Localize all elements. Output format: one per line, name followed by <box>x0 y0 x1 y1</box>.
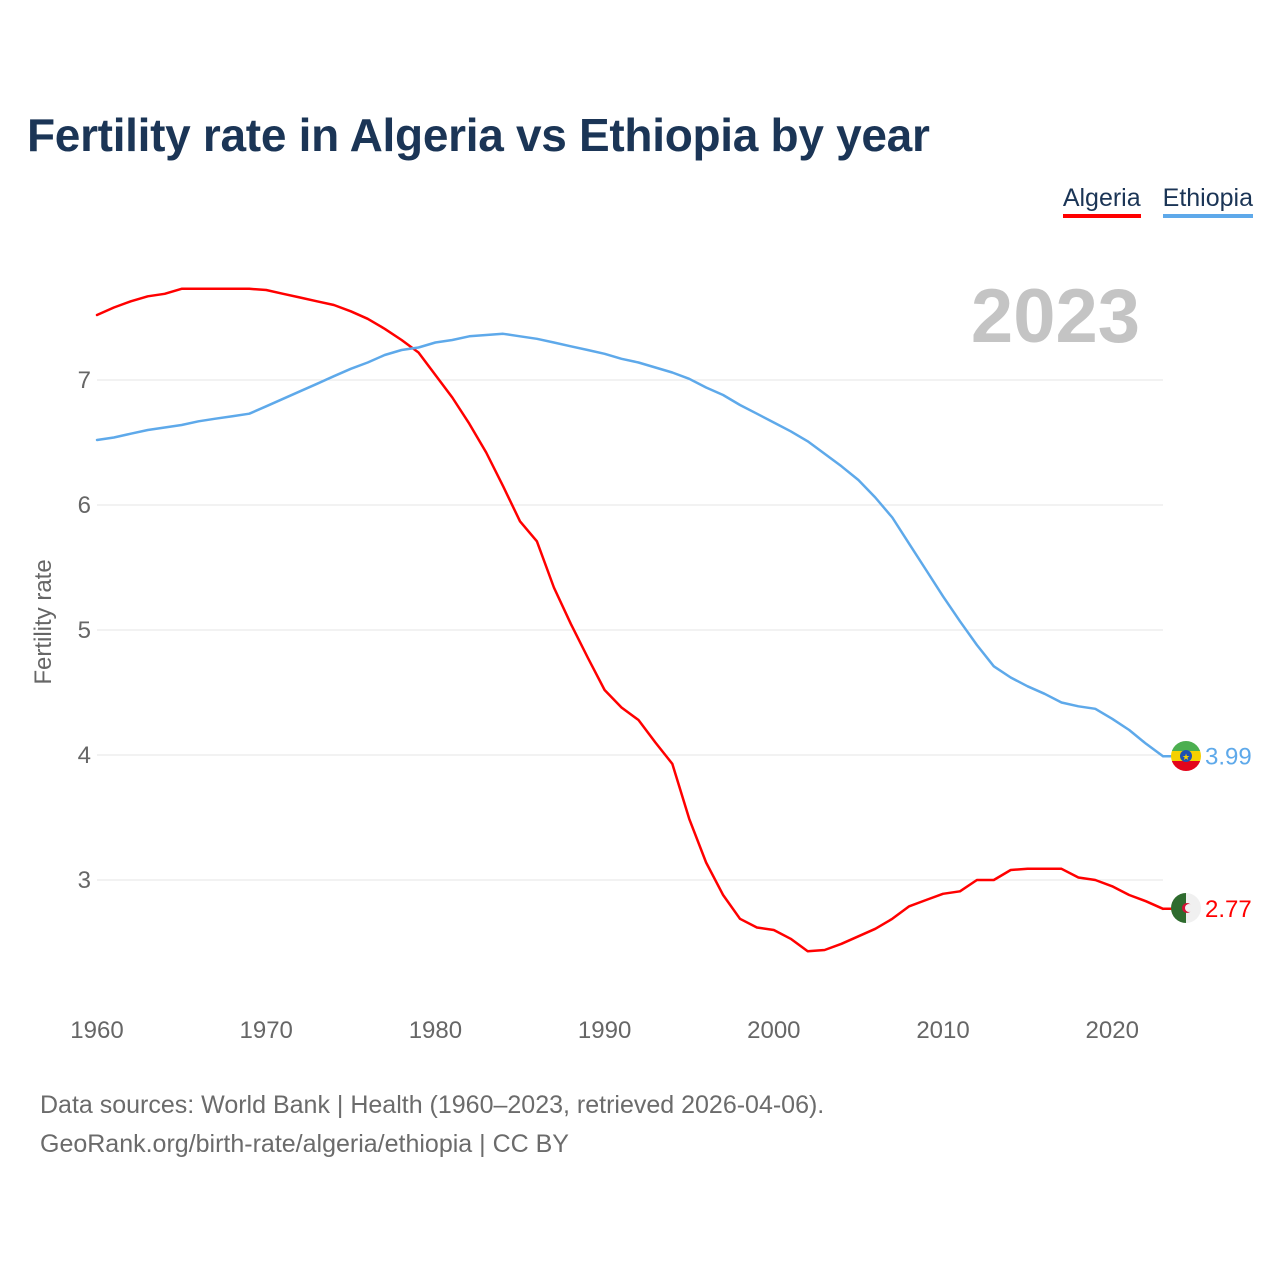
y-tick-label: 3 <box>78 867 91 894</box>
legend: Algeria Ethiopia <box>1062 184 1253 218</box>
x-tick-label: 1990 <box>578 1017 631 1044</box>
x-tick-label: 1980 <box>409 1017 462 1044</box>
y-axis-label: Fertility rate <box>30 559 57 684</box>
y-tick-label: 7 <box>78 367 91 394</box>
x-tick-label: 1960 <box>70 1017 123 1044</box>
series-line-algeria <box>95 287 1165 953</box>
y-tick-label: 5 <box>78 617 91 644</box>
year-watermark: 2023 <box>971 274 1140 359</box>
grid-lines <box>97 379 1163 881</box>
chart-title: Fertility rate in Algeria vs Ethiopia by… <box>27 109 930 161</box>
end-labels: 2.77 3.99 <box>1205 743 1252 923</box>
end-value-label-algeria: 2.77 <box>1205 896 1252 923</box>
legend-item-ethiopia[interactable]: Ethiopia <box>1162 184 1253 218</box>
y-tick-label: 6 <box>78 492 91 519</box>
series-line-ethiopia <box>95 332 1165 758</box>
source-url[interactable]: GeoRank.org/birth-rate/algeria/ethiopia … <box>40 1130 569 1158</box>
algeria-flag-icon <box>1171 893 1201 923</box>
ethiopia-flag-icon: ★ <box>1171 741 1201 771</box>
x-tick-label: 2010 <box>916 1017 969 1044</box>
legend-item-algeria[interactable]: Algeria <box>1062 184 1141 218</box>
x-tick-label: 2000 <box>747 1017 800 1044</box>
series-lines <box>95 287 1172 953</box>
x-tick-label: 2020 <box>1086 1017 1139 1044</box>
x-axis-ticks: 1960 1970 1980 1990 2000 2010 2020 <box>70 1017 1139 1044</box>
footer: Data sources: World Bank | Health (1960–… <box>40 1086 824 1164</box>
y-tick-label: 4 <box>78 742 91 769</box>
x-tick-label: 1970 <box>240 1017 293 1044</box>
svg-text:★: ★ <box>1182 753 1190 763</box>
end-value-label-ethiopia: 3.99 <box>1205 743 1252 770</box>
data-source-note: Data sources: World Bank | Health (1960–… <box>40 1091 825 1119</box>
y-axis-ticks: 3 4 5 6 7 <box>78 367 91 894</box>
